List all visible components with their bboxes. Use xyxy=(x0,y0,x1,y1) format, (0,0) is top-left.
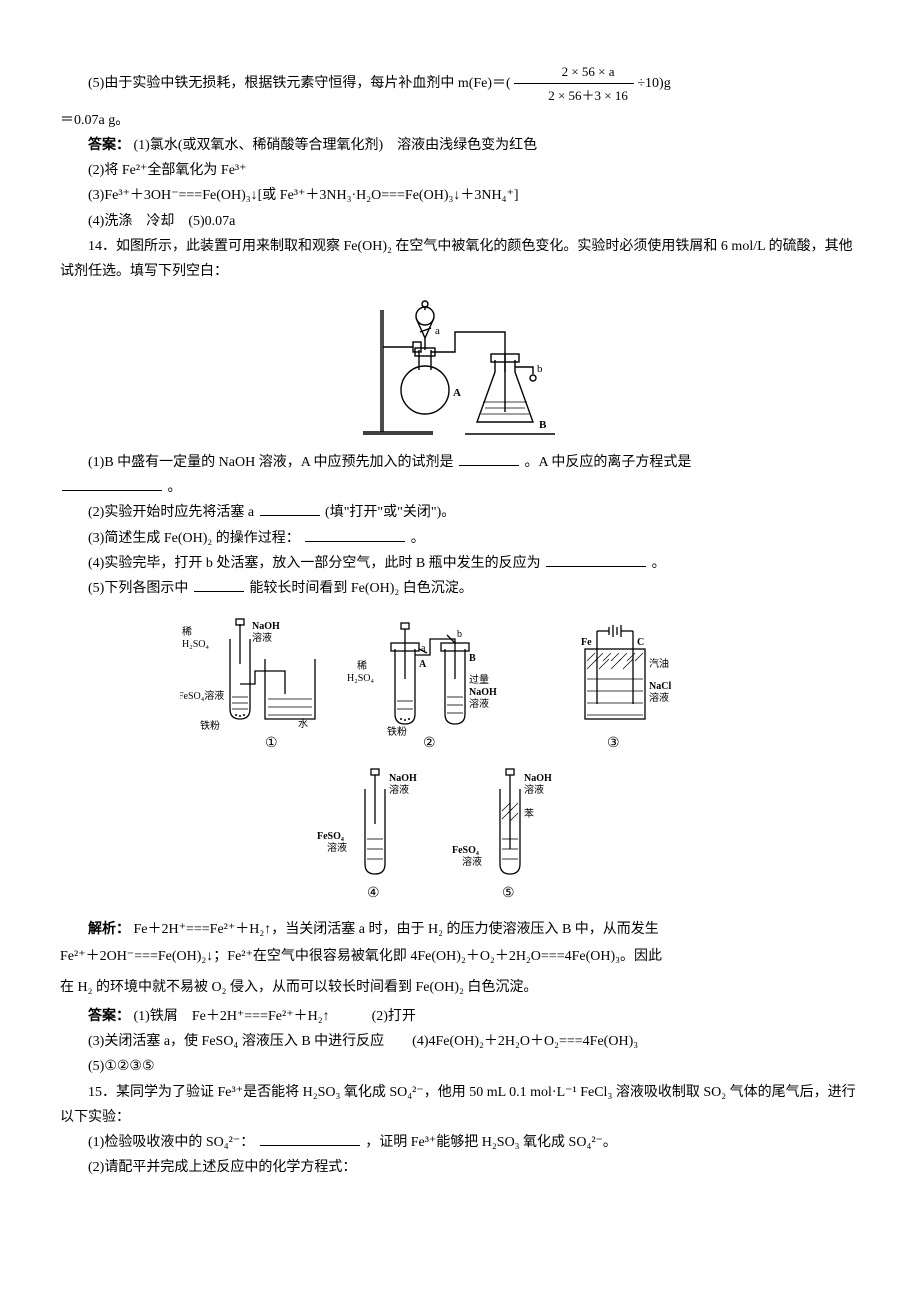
q15-stem: 15．某同学为了验证 Fe³⁺是否能将 H₂SO₃ 氧化成 SO₄²⁻，他用 5… xyxy=(60,1080,860,1130)
svg-text:溶液: 溶液 xyxy=(469,697,489,710)
svg-text:①: ① xyxy=(265,736,278,751)
blank xyxy=(546,552,646,567)
jiexi1: Fe＋2H⁺===Fe²⁺＋H₂↑，当关闭活塞 a 时，由于 H₂ 的压力使溶液… xyxy=(134,922,659,937)
blank xyxy=(305,527,405,542)
ans1: (1)氯水(或双氧水、稀硝酸等合理氧化剂) 溶液由浅绿色变为红色 xyxy=(134,138,538,153)
svg-text:FeSO₄: FeSO₄ xyxy=(317,831,344,842)
q14-sub3-b: 。 xyxy=(411,531,425,546)
svg-text:H₂SO₄: H₂SO₄ xyxy=(182,639,209,650)
fraction: 2 × 56 × a 2 × 56＋3 × 16 xyxy=(514,60,634,108)
p5-result: ＝0.07a g。 xyxy=(60,108,860,133)
p5-after: ÷10)g xyxy=(637,76,670,91)
svg-text:溶液: 溶液 xyxy=(462,855,482,868)
svg-text:b: b xyxy=(457,629,462,640)
q14-sub2-a: (2)实验开始时应先将活塞 a xyxy=(88,505,254,520)
q14-sub1-b: 。A 中反应的离子方程式是 xyxy=(525,455,692,470)
lbl-b: b xyxy=(537,363,543,375)
jiexi-label: 解析： xyxy=(88,922,130,937)
svg-text:C: C xyxy=(637,637,644,648)
ans3: (3)Fe³⁺＋3OH⁻===Fe(OH)₃↓[或 Fe³⁺＋3NH₃·H₂O=… xyxy=(60,183,860,208)
q14-sub1-a: (1)B 中盛有一定量的 NaOH 溶液，A 中应预先加入的试剂是 xyxy=(88,455,454,470)
svg-text:NaOH: NaOH xyxy=(524,773,552,784)
svg-text:②: ② xyxy=(423,736,436,751)
svg-text:溶液: 溶液 xyxy=(252,631,272,644)
svg-text:溶液: 溶液 xyxy=(327,841,347,854)
q14-sub3: (3)简述生成 Fe(OH)₂ 的操作过程： 。 xyxy=(60,526,860,551)
answer-block-1: 答案： (1)氯水(或双氧水、稀硝酸等合理氧化剂) 溶液由浅绿色变为红色 xyxy=(60,133,860,158)
svg-text:过量: 过量 xyxy=(469,673,489,686)
svg-text:A: A xyxy=(419,659,427,670)
q14-stem: 14．如图所示，此装置可用来制取和观察 Fe(OH)₂ 在空气中被氧化的颜色变化… xyxy=(60,234,860,284)
blank xyxy=(62,476,162,491)
ans4: (4)洗涤 冷却 (5)0.07a xyxy=(60,209,860,234)
svg-text:④: ④ xyxy=(367,886,380,901)
svg-text:⑤: ⑤ xyxy=(502,886,515,901)
blank xyxy=(260,1131,360,1146)
svg-text:铁粉: 铁粉 xyxy=(387,725,407,738)
q14-sub3-a: (3)简述生成 Fe(OH)₂ 的操作过程： xyxy=(88,531,300,546)
ans14-3: (3)关闭活塞 a，使 FeSO₄ 溶液压入 B 中进行反应 (4)4Fe(OH… xyxy=(60,1029,860,1054)
svg-text:溶液: 溶液 xyxy=(389,783,409,796)
svg-text:溶液: 溶液 xyxy=(524,783,544,796)
jiexi3: 在 H₂ 的环境中就不易被 O₂ 侵入，从而可以较长时间看到 Fe(OH)₂ 白… xyxy=(60,973,860,1004)
q14-sub1: (1)B 中盛有一定量的 NaOH 溶液，A 中应预先加入的试剂是 。A 中反应… xyxy=(60,450,860,475)
q14-sub5-a: (5)下列各图示中 xyxy=(88,581,188,596)
q14-sub5: (5)下列各图示中 能较长时间看到 Fe(OH)₂ 白色沉淀。 xyxy=(60,576,860,601)
lbl-a: a xyxy=(435,325,440,337)
svg-text:NaOH: NaOH xyxy=(252,621,280,632)
svg-text:③: ③ xyxy=(607,736,620,751)
jiexi-line1: 解析： Fe＋2H⁺===Fe²⁺＋H₂↑，当关闭活塞 a 时，由于 H₂ 的压… xyxy=(60,917,860,942)
q14-sub1-tail: 。 xyxy=(60,475,860,500)
q14-apparatus-figure: a A b B xyxy=(355,292,565,442)
svg-text:溶液: 溶液 xyxy=(649,691,669,704)
svg-text:FeSO₄: FeSO₄ xyxy=(452,845,479,856)
lbl-B: B xyxy=(539,419,547,431)
q14-sub4-a: (4)实验完毕，打开 b 处活塞，放入一部分空气，此时 B 瓶中发生的反应为 xyxy=(88,556,541,571)
blank xyxy=(260,501,320,516)
frac-den: 2 × 56＋3 × 16 xyxy=(514,84,634,107)
blank xyxy=(194,577,244,592)
svg-text:NaOH: NaOH xyxy=(469,687,497,698)
ans14-5: (5)①②③⑤ xyxy=(60,1054,860,1079)
q14-sub2: (2)实验开始时应先将活塞 a (填"打开"或"关闭")。 xyxy=(60,500,860,525)
svg-text:NaCl: NaCl xyxy=(649,681,671,692)
blank xyxy=(459,451,519,466)
ans2: (2)将 Fe²⁺全部氧化为 Fe³⁺ xyxy=(60,158,860,183)
svg-text:苯: 苯 xyxy=(524,807,534,820)
answer-block-2: 答案： (1)铁屑 Fe＋2H⁺===Fe²⁺＋H₂↑ (2)打开 xyxy=(60,1004,860,1029)
svg-text:Fe: Fe xyxy=(581,637,592,648)
q15-sub1-b: ，证明 Fe³⁺能够把 H₂SO₃ 氧化成 SO₄²⁻。 xyxy=(365,1135,617,1150)
q14-sub2-b: (填"打开"或"关闭")。 xyxy=(325,505,455,520)
jiexi2: Fe²⁺＋2OH⁻===Fe(OH)₂↓；Fe²⁺在空气中很容易被氧化即 4Fe… xyxy=(60,942,860,973)
p5-intro: (5)由于实验中铁无损耗，根据铁元素守恒得，每片补血剂中 m(Fe)＝( xyxy=(88,76,511,91)
svg-text:水: 水 xyxy=(298,718,308,730)
svg-text:NaOH: NaOH xyxy=(389,773,417,784)
svg-text:汽油: 汽油 xyxy=(649,657,669,670)
p5-text: (5)由于实验中铁无损耗，根据铁元素守恒得，每片补血剂中 m(Fe)＝( 2 ×… xyxy=(60,60,860,108)
lbl-A: A xyxy=(453,387,461,399)
frac-num: 2 × 56 × a xyxy=(514,60,634,84)
ans14-1: (1)铁屑 Fe＋2H⁺===Fe²⁺＋H₂↑ (2)打开 xyxy=(134,1009,416,1024)
q15-sub1: (1)检验吸收液中的 SO₄²⁻： ，证明 Fe³⁺能够把 H₂SO₃ 氧化成 … xyxy=(60,1130,860,1155)
q14-sub5-b: 能较长时间看到 Fe(OH)₂ 白色沉淀。 xyxy=(249,581,472,596)
q14-sub4: (4)实验完毕，打开 b 处活塞，放入一部分空气，此时 B 瓶中发生的反应为 。 xyxy=(60,551,860,576)
answer-label: 答案： xyxy=(88,138,130,153)
svg-text:铁粉: 铁粉 xyxy=(200,719,220,732)
svg-text:稀: 稀 xyxy=(182,625,192,638)
svg-text:a: a xyxy=(421,643,426,654)
q15-sub2: (2)请配平并完成上述反应中的化学方程式： xyxy=(60,1155,860,1180)
svg-text:H₂SO₄: H₂SO₄ xyxy=(347,673,374,684)
q15-sub1-a: (1)检验吸收液中的 SO₄²⁻： xyxy=(88,1135,254,1150)
q14-sub4-b: 。 xyxy=(652,556,666,571)
q14-sub1-c: 。 xyxy=(168,480,182,495)
answer-label2: 答案： xyxy=(88,1009,130,1024)
svg-text:稀: 稀 xyxy=(357,659,367,672)
q14-options-figure: 稀 H₂SO₄ NaOH 溶液 FeSO₄溶液 铁粉 水 ① xyxy=(180,609,740,909)
svg-text:B: B xyxy=(469,653,476,664)
svg-text:FeSO₄溶液: FeSO₄溶液 xyxy=(180,689,224,702)
